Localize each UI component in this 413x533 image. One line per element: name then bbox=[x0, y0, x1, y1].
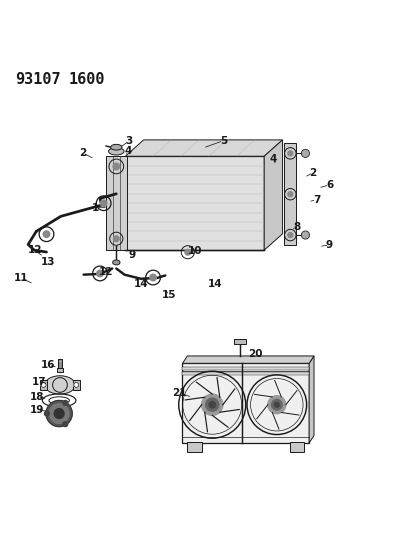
Circle shape bbox=[150, 274, 156, 281]
Circle shape bbox=[44, 411, 49, 416]
Text: 18: 18 bbox=[30, 392, 45, 402]
Circle shape bbox=[301, 149, 309, 157]
Text: 1: 1 bbox=[92, 203, 99, 213]
Bar bbox=[182, 372, 309, 375]
Text: 2: 2 bbox=[309, 167, 316, 177]
Text: 1600: 1600 bbox=[68, 72, 104, 87]
Polygon shape bbox=[263, 140, 282, 250]
Bar bbox=[125, 156, 263, 250]
Circle shape bbox=[97, 270, 103, 277]
Circle shape bbox=[267, 395, 285, 414]
Circle shape bbox=[209, 401, 215, 408]
Text: 5: 5 bbox=[219, 136, 226, 146]
Circle shape bbox=[287, 232, 292, 238]
Ellipse shape bbox=[110, 144, 122, 150]
Polygon shape bbox=[182, 356, 313, 364]
Polygon shape bbox=[309, 356, 313, 443]
Circle shape bbox=[113, 236, 119, 241]
Text: 14: 14 bbox=[133, 279, 148, 289]
Bar bbox=[182, 367, 309, 370]
Circle shape bbox=[100, 200, 107, 206]
Circle shape bbox=[74, 383, 78, 387]
Circle shape bbox=[185, 249, 190, 255]
Bar bbox=[40, 380, 47, 390]
Text: 9: 9 bbox=[128, 251, 135, 261]
Text: 4: 4 bbox=[125, 147, 132, 156]
Circle shape bbox=[301, 231, 309, 239]
Circle shape bbox=[63, 400, 68, 406]
Circle shape bbox=[113, 163, 119, 169]
Text: 14: 14 bbox=[207, 279, 222, 289]
Text: 15: 15 bbox=[162, 290, 176, 300]
Text: 13: 13 bbox=[40, 257, 55, 268]
Text: 6: 6 bbox=[325, 180, 332, 190]
Circle shape bbox=[274, 402, 279, 407]
Circle shape bbox=[205, 398, 218, 411]
Text: 16: 16 bbox=[41, 360, 56, 370]
Ellipse shape bbox=[112, 260, 120, 265]
Bar bbox=[187, 442, 202, 452]
Circle shape bbox=[46, 400, 72, 426]
Bar bbox=[283, 143, 296, 245]
Bar bbox=[289, 442, 304, 452]
Circle shape bbox=[41, 383, 46, 387]
Bar bbox=[57, 368, 63, 372]
Text: 3: 3 bbox=[126, 136, 133, 146]
Bar bbox=[105, 156, 127, 250]
Text: 12: 12 bbox=[99, 267, 114, 277]
Polygon shape bbox=[125, 140, 282, 156]
Text: 12: 12 bbox=[27, 245, 42, 255]
Circle shape bbox=[271, 399, 281, 410]
Text: 7: 7 bbox=[312, 195, 319, 205]
Circle shape bbox=[201, 394, 222, 415]
Text: 20: 20 bbox=[247, 349, 262, 359]
Text: 11: 11 bbox=[14, 273, 28, 283]
Bar bbox=[234, 339, 245, 344]
Text: 10: 10 bbox=[187, 246, 202, 256]
Ellipse shape bbox=[108, 148, 124, 155]
Text: 93107: 93107 bbox=[15, 72, 61, 87]
Bar bbox=[58, 359, 62, 368]
Circle shape bbox=[287, 151, 292, 156]
Circle shape bbox=[63, 422, 68, 426]
Circle shape bbox=[54, 409, 64, 418]
Circle shape bbox=[43, 231, 50, 238]
Bar bbox=[73, 380, 79, 390]
Text: 21: 21 bbox=[171, 388, 186, 398]
Bar bbox=[182, 364, 309, 443]
Text: 19: 19 bbox=[30, 405, 45, 415]
Circle shape bbox=[287, 192, 292, 197]
Text: 8: 8 bbox=[292, 222, 300, 232]
Circle shape bbox=[49, 403, 69, 423]
Ellipse shape bbox=[45, 376, 75, 394]
Text: 2: 2 bbox=[79, 148, 86, 158]
Text: 17: 17 bbox=[31, 377, 46, 386]
Text: 4: 4 bbox=[269, 155, 276, 165]
Text: 9: 9 bbox=[325, 240, 332, 250]
